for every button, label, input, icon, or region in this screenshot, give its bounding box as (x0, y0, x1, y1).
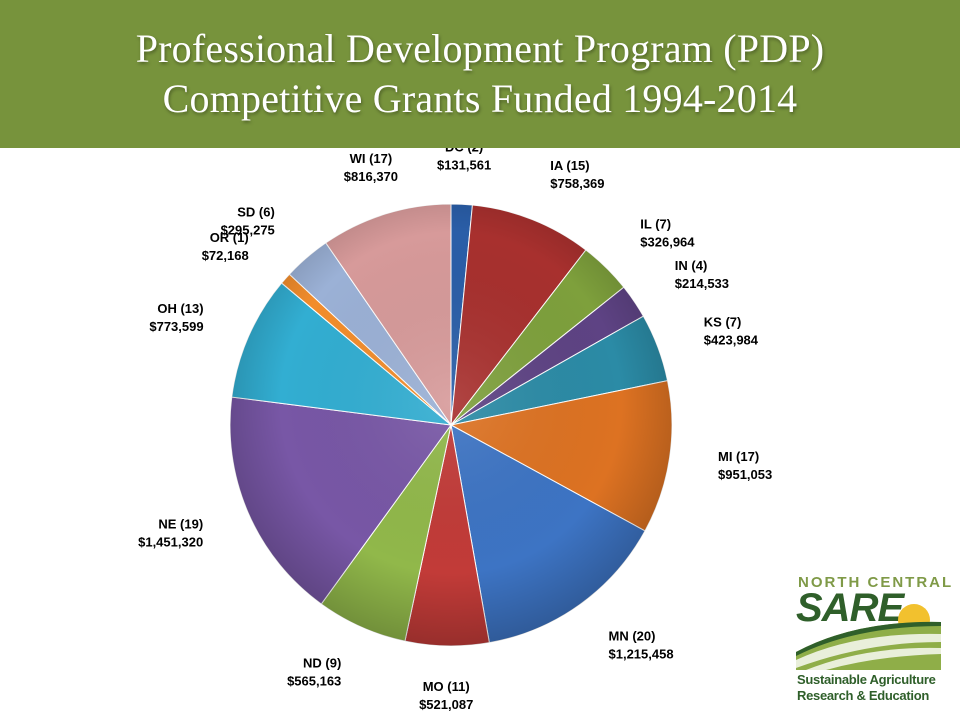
pie-slices (229, 203, 673, 647)
sunrise-field-icon (796, 604, 941, 670)
pie-label-mi: MI (17) $951,053 (718, 449, 772, 482)
pie-label-il: IL (7) $326,964 (640, 217, 695, 250)
pie-label-ne: NE (19) $1,451,320 (138, 516, 203, 549)
pie-data-labels: DC (2)$131,561 IA (15)$758,369 IL (7)$326,… (138, 148, 772, 712)
north-central-sare-logo: NORTH CENTRAL SARE Sustainable Agricultu… (796, 574, 951, 704)
slide-header: Professional Development Program (PDP) C… (0, 0, 960, 148)
logo-tagline-1: Sustainable Agriculture (797, 672, 936, 687)
pie-label-ks: KS (7) $423,984 (704, 314, 759, 347)
pie-label-ia: IA (15) $758,369 (550, 158, 604, 191)
slide-title-line-1: Professional Development Program (PDP) (135, 26, 825, 71)
pie-label-mn: MN (20) $1,215,458 (609, 628, 674, 661)
pie-label-dc: DC (2)$131,561 (437, 148, 491, 172)
pie-label-wi: WI (17) $816,370 (344, 151, 398, 184)
logo-wordmark: SARE (796, 586, 904, 630)
pie-label-nd: ND (9) $565,163 (287, 656, 341, 689)
pie-label-in: IN (4) $214,533 (675, 258, 729, 291)
pie-label-sd: SD (6) $295,275 (221, 204, 275, 237)
pie-label-or: OR (1) $72,168 (202, 230, 249, 263)
pie-label-oh: OH (13) $773,599 (149, 301, 203, 334)
pie-label-mo: MO (11) $521,087 (419, 679, 473, 712)
logo-tagline-2: Research & Education (797, 688, 929, 703)
slide-title-line-2: Competitive Grants Funded 1994-2014 (162, 76, 798, 121)
logo-region-text: NORTH CENTRAL (798, 574, 954, 591)
